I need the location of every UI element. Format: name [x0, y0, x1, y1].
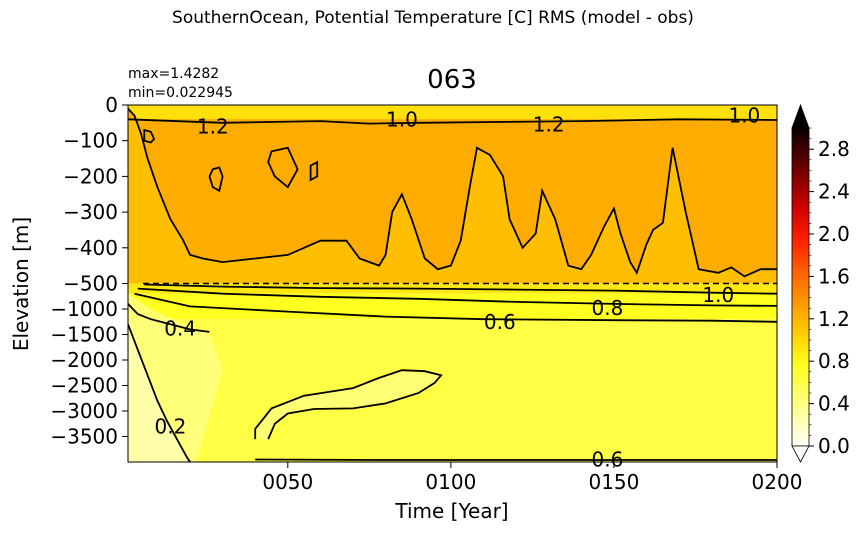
contour-line-6 — [128, 323, 191, 462]
chart-title: 063 — [427, 65, 477, 95]
max-stat-label: max=1.4282 — [128, 66, 220, 82]
y-tick-label-7: −1500 — [50, 323, 118, 347]
min-stat-label: min=0.022945 — [128, 85, 233, 101]
y-tick-label-10: −3000 — [50, 399, 118, 423]
contour-label-8: 0.2 — [154, 414, 186, 438]
x-tick-label-0: 0050 — [262, 470, 313, 494]
x-tick-label-3: 0200 — [752, 470, 803, 494]
contour-label-0: 1.2 — [197, 114, 229, 138]
y-axis-label: Elevation [m] — [9, 217, 33, 351]
colorbar-ticks: 0.0 0.4 0.8 1.2 1.6 2.0 2.4 2.8 — [809, 127, 850, 458]
y-tick-label-9: −2500 — [50, 374, 118, 398]
colorbar: 0.0 0.4 0.8 1.2 1.6 2.0 2.4 2.8 — [791, 103, 850, 463]
colorbar-tick-label-0: 0.0 — [818, 434, 850, 458]
colorbar-tick-label-2: 0.8 — [818, 349, 850, 373]
contour-label-3: 1.0 — [728, 104, 760, 128]
colorbar-tick-label-3: 1.2 — [818, 307, 850, 331]
y-tick-label-1: −100 — [63, 129, 118, 153]
y-tick-label-6: −1000 — [50, 297, 118, 321]
closed-contour-0 — [143, 128, 156, 144]
colorbar-tick-label-5: 2.0 — [818, 222, 850, 246]
colorbar-tick-label-4: 1.6 — [818, 264, 850, 288]
field-band-4 — [128, 319, 777, 462]
field-band-3 — [128, 293, 777, 320]
contour-line-0 — [128, 107, 777, 278]
colorbar-tick-label-7: 2.8 — [818, 137, 850, 161]
y-tick-label-5: −500 — [63, 272, 118, 296]
contour-label-2: 1.2 — [533, 113, 565, 137]
figure-suptitle: SouthernOcean, Potential Temperature [C]… — [172, 8, 694, 28]
x-tick-label-2: 0150 — [588, 470, 639, 494]
contour-line-3 — [137, 287, 777, 307]
contour-label-5: 0.8 — [592, 296, 624, 320]
closed-contour-2 — [267, 146, 299, 189]
y-tick-label-2: −200 — [63, 164, 118, 188]
y-tick-label-0: 0 — [105, 93, 118, 117]
contour-line-4 — [134, 292, 777, 323]
contour-lines — [128, 107, 777, 462]
contour-line-7 — [254, 369, 443, 440]
contour-labels: 1.2 1.0 1.2 1.0 1.0 0.8 0.6 0.4 0.2 0.6 — [154, 104, 760, 472]
x-axis: 0050 0100 0150 0200 — [262, 462, 802, 494]
contour-line-2 — [144, 283, 777, 295]
contour-line-1 — [128, 118, 777, 125]
contour-label-6: 0.6 — [484, 310, 516, 334]
colorbar-extend-min — [791, 445, 810, 463]
y-axis: 0 −100 −200 −300 −400 −500−1000−1500−2000−250… — [50, 93, 128, 449]
contour-label-1: 1.0 — [386, 107, 418, 131]
closed-contour-1 — [208, 166, 224, 193]
x-tick-label-1: 0100 — [425, 470, 476, 494]
contour-label-9: 0.6 — [592, 447, 624, 471]
closed-contour-3 — [309, 160, 319, 182]
contour-line-5 — [128, 303, 210, 333]
contour-line-8 — [255, 458, 777, 461]
field-basin — [255, 370, 442, 440]
y-tick-label-3: −300 — [63, 200, 118, 224]
mid-field-wedge — [128, 293, 223, 462]
colorbar-tick-label-1: 0.4 — [818, 392, 850, 416]
colorbar-tick-label-6: 2.4 — [818, 180, 850, 204]
field-band-0 — [128, 105, 777, 120]
colorbar-body — [791, 127, 810, 447]
y-tick-label-8: −2000 — [50, 348, 118, 372]
x-axis-label: Time [Year] — [394, 499, 508, 523]
heatmap-field — [128, 105, 777, 462]
field-core — [128, 108, 777, 277]
colorbar-extend-max — [791, 103, 810, 129]
contour-label-4: 1.0 — [702, 283, 734, 307]
y-tick-label-11: −3500 — [50, 425, 118, 449]
contour-label-7: 0.4 — [164, 316, 196, 340]
y-tick-label-4: −400 — [63, 236, 118, 260]
